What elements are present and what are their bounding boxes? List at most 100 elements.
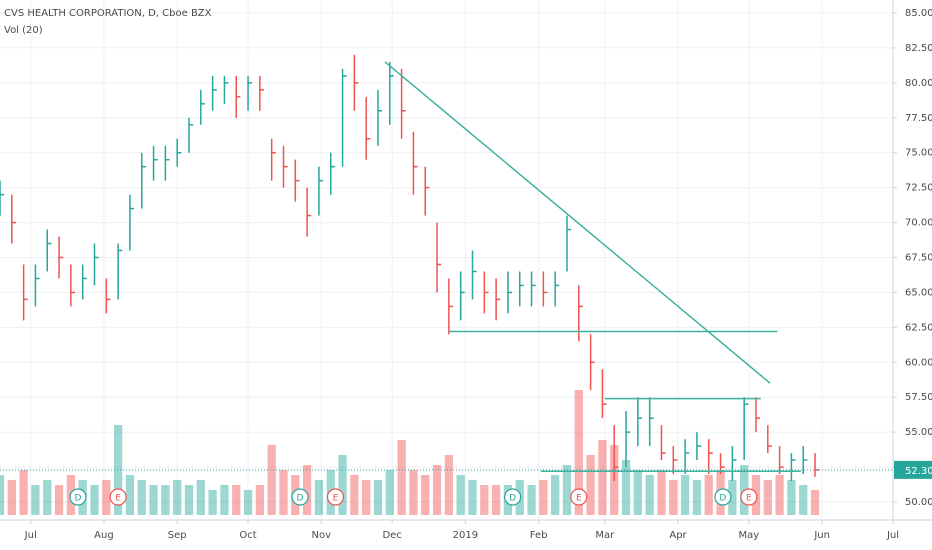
volume-bar xyxy=(645,475,654,515)
x-tick-label: Apr xyxy=(669,530,687,541)
volume-bar xyxy=(125,475,135,515)
volume-bar xyxy=(350,475,359,515)
x-tick-label: Jul xyxy=(24,530,37,541)
volume-bar xyxy=(161,485,170,515)
volume-bar xyxy=(385,470,394,515)
y-tick-label: 85.00 xyxy=(905,8,932,19)
volume-bar xyxy=(562,465,572,515)
x-tick-label: Sep xyxy=(168,530,187,541)
volume-bar xyxy=(255,485,265,515)
event-label: D xyxy=(509,494,516,504)
volume-bar xyxy=(338,455,347,515)
volume-bar xyxy=(810,490,820,515)
volume-bar xyxy=(302,465,312,515)
y-tick-label: 77.50 xyxy=(905,113,932,124)
volume-bar xyxy=(539,480,548,515)
volume-bar xyxy=(444,455,453,515)
x-tick-label: Mar xyxy=(595,530,615,541)
last-price-label: 52.30 xyxy=(905,466,932,477)
volume-bar xyxy=(397,440,406,515)
event-label: E xyxy=(333,494,339,504)
event-label: E xyxy=(115,494,121,504)
volume-bar xyxy=(491,485,501,515)
chart-title: CVS HEALTH CORPORATION, D, Cboe BZX xyxy=(4,8,212,19)
event-marker xyxy=(714,488,732,506)
y-tick-label: 62.50 xyxy=(905,322,932,333)
volume-bar xyxy=(232,485,241,515)
volume-bar xyxy=(680,475,690,515)
volume-bar xyxy=(19,470,28,515)
event-label: E xyxy=(576,494,582,504)
volume-bar xyxy=(775,475,784,515)
volume-bar xyxy=(149,485,158,515)
event-label: D xyxy=(74,494,81,504)
volume-bar xyxy=(633,470,642,515)
volume-bar xyxy=(184,485,194,515)
x-tick-label: Nov xyxy=(312,530,332,541)
y-tick-label: 75.00 xyxy=(905,148,932,159)
volume-bar xyxy=(0,475,5,515)
y-tick-label: 65.00 xyxy=(905,287,932,298)
volume-bar xyxy=(468,480,477,515)
volume-bar xyxy=(574,390,583,515)
y-tick-label: 80.00 xyxy=(905,78,932,89)
volume-bar xyxy=(90,485,99,515)
volume-bar xyxy=(267,445,276,515)
volume-bar xyxy=(31,485,40,515)
y-tick-label: 70.00 xyxy=(905,218,932,229)
volume-bar xyxy=(586,455,595,515)
event-marker xyxy=(291,488,309,506)
volume-label: Vol (20) xyxy=(4,25,43,36)
event-marker xyxy=(326,488,345,506)
volume-bar xyxy=(279,470,288,515)
volume-bar xyxy=(799,485,808,515)
event-marker xyxy=(109,488,127,506)
y-tick-label: 60.00 xyxy=(905,357,932,368)
volume-bar xyxy=(527,485,536,515)
x-tick-label: Jun xyxy=(813,530,830,541)
volume-bar xyxy=(432,465,442,515)
volume-bar xyxy=(657,470,666,515)
volume-bar xyxy=(421,475,430,515)
volume-bar xyxy=(102,480,111,515)
y-tick-label: 72.50 xyxy=(905,183,932,194)
event-label: D xyxy=(719,494,726,504)
volume-bar xyxy=(220,485,229,515)
x-tick-label: May xyxy=(739,530,760,541)
volume-bar xyxy=(763,480,772,515)
volume-bar xyxy=(551,475,560,515)
volume-bar xyxy=(7,480,16,515)
volume-bar xyxy=(409,470,418,515)
event-marker xyxy=(740,488,758,506)
volume-bar xyxy=(373,480,383,515)
y-tick-label: 50.00 xyxy=(905,497,932,508)
grid xyxy=(0,0,894,520)
x-tick-label: Jul xyxy=(886,530,899,541)
x-tick-label: Feb xyxy=(530,530,548,541)
volume-bar xyxy=(692,480,702,515)
y-tick-label: 55.00 xyxy=(905,427,932,438)
event-marker xyxy=(570,488,588,506)
volume-bar xyxy=(113,425,123,515)
x-tick-label: Aug xyxy=(94,530,114,541)
y-tick-label: 82.50 xyxy=(905,43,932,54)
volume-bar xyxy=(43,480,52,515)
y-tick-label: 57.50 xyxy=(905,392,932,403)
y-tick-label: 67.50 xyxy=(905,253,932,264)
volume-bar xyxy=(669,480,678,515)
last-price-box xyxy=(894,460,932,479)
volume-bar xyxy=(173,480,182,515)
event-label: D xyxy=(297,494,304,504)
volume-bar xyxy=(314,480,324,515)
event-label: E xyxy=(746,494,752,504)
volume-bar xyxy=(362,480,371,515)
volume-bar xyxy=(208,490,217,515)
volume-bar xyxy=(196,480,205,515)
volume-bar xyxy=(704,475,713,515)
volume-bar xyxy=(243,490,253,515)
volume-bar xyxy=(787,480,796,515)
volume-bar xyxy=(621,460,631,515)
